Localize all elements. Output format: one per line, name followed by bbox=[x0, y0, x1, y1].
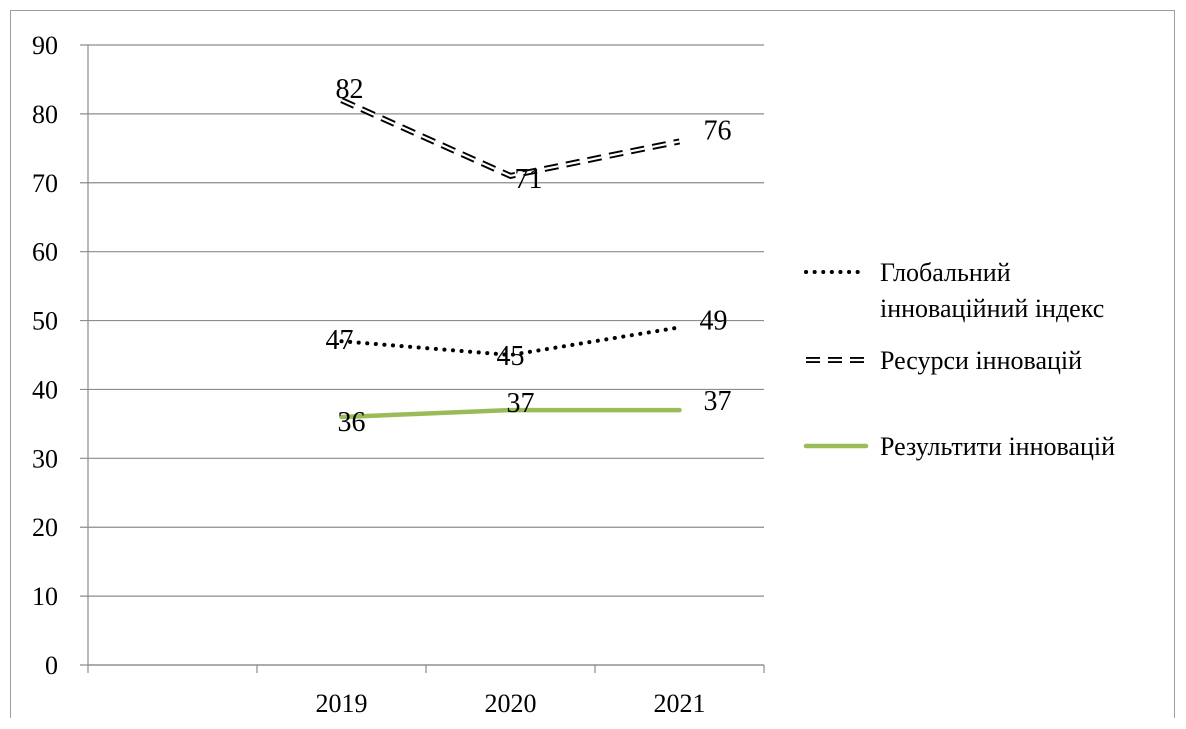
series-line-2 bbox=[339, 407, 682, 420]
data-label: 37 bbox=[704, 386, 732, 417]
y-tick-label-60: 60 bbox=[32, 238, 58, 267]
y-tick-labels: 0 10 20 30 40 50 60 70 80 90 bbox=[32, 31, 58, 680]
y-tick-label-80: 80 bbox=[32, 100, 58, 129]
chart-frame bbox=[10, 10, 1175, 718]
data-label: 49 bbox=[700, 305, 728, 336]
y-tick-label-0: 0 bbox=[45, 651, 58, 680]
x-tick-labels: 2019 2020 2021 bbox=[316, 689, 706, 718]
series-line-0 bbox=[339, 325, 682, 358]
data-label: 36 bbox=[338, 407, 366, 438]
x-tick-label-2021: 2021 bbox=[654, 689, 706, 718]
x-tick-label-2020: 2020 bbox=[485, 689, 537, 718]
series-lines bbox=[339, 97, 682, 420]
legend: Глобальний інноваційний індекс Ресурси інн… bbox=[803, 258, 1115, 461]
series-line-1 bbox=[340, 97, 681, 180]
legend-label-2: Результити інновацій bbox=[880, 432, 1115, 461]
axes bbox=[87, 45, 765, 673]
y-tick-label-70: 70 bbox=[32, 169, 58, 198]
data-labels: 47 45 49 82 71 76 36 37 37 bbox=[326, 74, 732, 438]
y-tick-label-90: 90 bbox=[32, 31, 58, 60]
data-label: 71 bbox=[515, 164, 543, 195]
data-label: 76 bbox=[704, 115, 732, 146]
legend-label-1: Ресурси інновацій bbox=[880, 346, 1082, 375]
y-tick-label-10: 10 bbox=[32, 582, 58, 611]
y-tick-label-20: 20 bbox=[32, 513, 58, 542]
data-label: 45 bbox=[497, 341, 525, 372]
data-label: 47 bbox=[326, 325, 354, 356]
data-label: 82 bbox=[336, 74, 364, 105]
y-tick-label-30: 30 bbox=[32, 444, 58, 473]
series-line-core-1 bbox=[341, 99, 680, 178]
legend-label-0: Глобальний bbox=[880, 258, 1011, 287]
x-tick-label-2019: 2019 bbox=[316, 689, 368, 718]
data-label: 37 bbox=[507, 388, 535, 419]
legend-label-0: інноваційний індекс bbox=[880, 294, 1104, 323]
y-tick-label-40: 40 bbox=[32, 375, 58, 404]
y-tick-label-50: 50 bbox=[32, 307, 58, 336]
